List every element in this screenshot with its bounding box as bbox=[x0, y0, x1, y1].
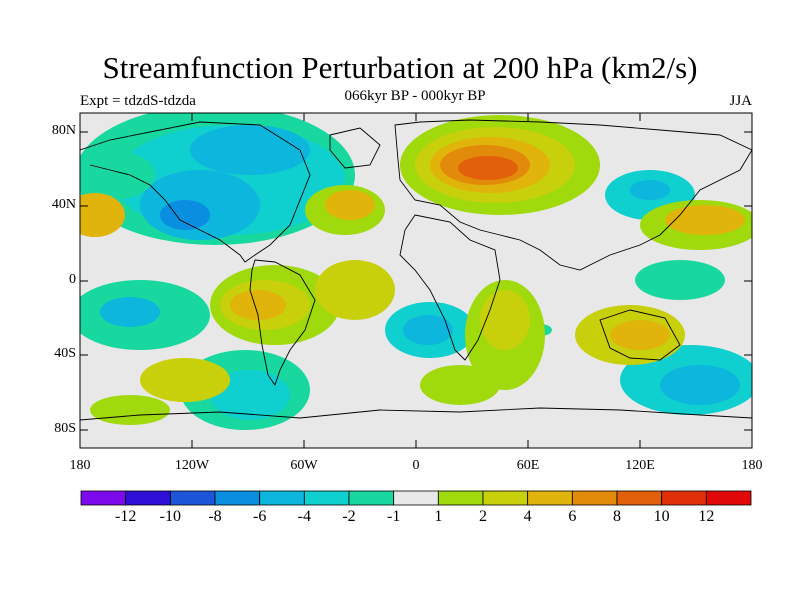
africa-high-core bbox=[480, 290, 530, 350]
colorbar-label: 12 bbox=[698, 508, 715, 525]
tasman-low-core bbox=[660, 365, 740, 405]
colorbar-label: -12 bbox=[114, 508, 137, 525]
y-tick-label: 40N bbox=[51, 197, 76, 212]
experiment-label: Expt = tdzdS-tdzda bbox=[80, 93, 196, 109]
x-tick-label: 120E bbox=[625, 458, 655, 473]
na-low-core bbox=[160, 200, 210, 230]
colorbar-swatch bbox=[214, 490, 261, 506]
australia-high-core bbox=[610, 320, 670, 350]
y-tick-label: 0 bbox=[69, 272, 76, 287]
south-pacific-high bbox=[140, 358, 230, 402]
colorbar-swatch bbox=[348, 490, 395, 506]
season-label: JJA bbox=[729, 93, 752, 109]
south-indian-high bbox=[420, 365, 500, 405]
colorbar bbox=[80, 490, 752, 506]
colorbar-swatch bbox=[616, 490, 663, 506]
colorbar-swatch bbox=[125, 490, 171, 506]
x-tick-label: 0 bbox=[412, 458, 420, 473]
colorbar-label: -6 bbox=[252, 508, 267, 525]
x-tick-label: 60W bbox=[290, 458, 318, 473]
colorbar-swatch bbox=[303, 490, 350, 506]
atlantic-tropical-high bbox=[315, 260, 395, 320]
colorbar-label: 8 bbox=[613, 508, 621, 525]
colorbar-label: 4 bbox=[523, 508, 532, 525]
eurasia-high-8 bbox=[458, 156, 518, 180]
west-pacific-low bbox=[635, 260, 725, 300]
colorbar-swatch bbox=[169, 490, 216, 506]
x-tick-label: 120W bbox=[174, 458, 210, 473]
south-america-high-core bbox=[230, 290, 286, 320]
dateline-high bbox=[80, 193, 125, 237]
colorbar-label: 6 bbox=[568, 508, 577, 525]
colorbar-label: 10 bbox=[653, 508, 670, 525]
colorbar-label: -4 bbox=[297, 508, 311, 525]
colorbar-swatch bbox=[393, 490, 439, 506]
colorbar-label: -2 bbox=[342, 508, 356, 525]
contour-field bbox=[80, 113, 752, 448]
colorbar-swatch bbox=[661, 490, 707, 506]
north-atlantic-high-core bbox=[325, 190, 375, 220]
colorbar-swatch bbox=[259, 490, 305, 506]
canada-low bbox=[190, 125, 310, 175]
antarctic-high bbox=[90, 395, 170, 425]
pacific-north-low bbox=[80, 150, 155, 200]
colorbar-label: 1 bbox=[434, 508, 443, 525]
south-atlantic-low-core bbox=[403, 315, 453, 345]
colorbar-swatch bbox=[482, 490, 529, 506]
axis-ticks bbox=[80, 113, 752, 448]
colorbar-label: 2 bbox=[479, 508, 487, 525]
y-tick-label: 80S bbox=[54, 421, 76, 436]
south-pacific-low-core bbox=[100, 297, 160, 327]
colorbar-swatch bbox=[571, 490, 618, 506]
coastlines bbox=[80, 119, 752, 421]
x-tick-label: 180 bbox=[741, 458, 763, 473]
north-pacific-high-core bbox=[665, 205, 745, 235]
colorbar-swatch bbox=[527, 490, 573, 506]
x-tick-label: 60E bbox=[516, 458, 540, 473]
x-tick-label: 180 bbox=[69, 458, 91, 473]
y-tick-label: 40S bbox=[54, 346, 76, 361]
se-pacific-low-core bbox=[210, 370, 290, 420]
colorbar-label: -10 bbox=[159, 508, 181, 525]
colorbar-label: -8 bbox=[208, 508, 222, 525]
y-tick-label: 80N bbox=[51, 123, 76, 138]
east-asia-low-core bbox=[630, 180, 670, 200]
colorbar-label: -1 bbox=[386, 508, 401, 525]
chart-title: Streamfunction Perturbation at 200 hPa (… bbox=[102, 50, 698, 85]
colorbar-swatch bbox=[705, 490, 752, 506]
period-label: 066kyr BP - 000kyr BP bbox=[344, 88, 486, 104]
colorbar-swatch bbox=[437, 490, 484, 506]
colorbar-swatch bbox=[80, 490, 127, 506]
